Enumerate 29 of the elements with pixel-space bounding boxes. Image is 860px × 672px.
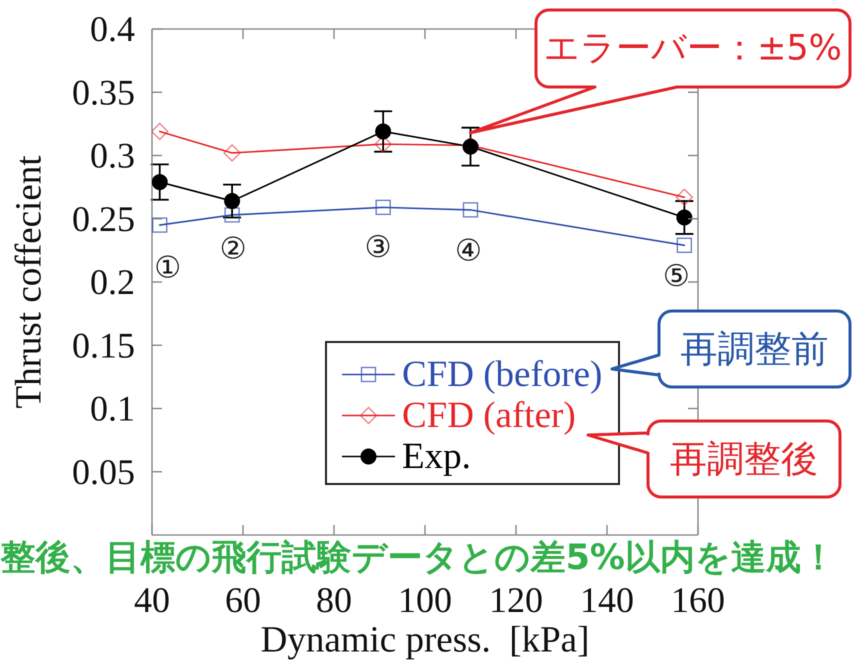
y-axis-title: Thrust coffecient (8, 154, 50, 409)
annotation: ① (154, 250, 182, 286)
annotation: 再調整後 (670, 438, 818, 480)
x-tick-label: 120 (489, 580, 543, 620)
x-tick-label: 140 (580, 580, 634, 620)
y-tick-label: 0.1 (90, 388, 135, 428)
x-tick-label: 80 (316, 580, 352, 620)
legend-label: CFD (after) (402, 395, 576, 436)
legend-label: Exp. (402, 436, 471, 477)
legend-label: CFD (before) (402, 354, 602, 395)
y-tick-label: 0.35 (72, 72, 135, 112)
annotation: エラーバー：±5% (544, 28, 842, 68)
x-tick-label: 60 (225, 580, 261, 620)
y-tick-label: 0.15 (72, 325, 135, 366)
annotation: 再調整前 (680, 328, 828, 370)
y-tick-label: 0.05 (72, 452, 135, 492)
annotation: ② (220, 231, 247, 266)
text: 整後、目標の飛行試験データとの差5%以内を達成！ (0, 538, 836, 578)
annotation: ⑤ (662, 258, 690, 294)
y-tick-label: 0.3 (90, 136, 135, 176)
y-tick-label: 0.25 (72, 198, 135, 239)
annotation: ④ (455, 233, 482, 268)
x-tick-label: 100 (398, 580, 452, 620)
x-tick-label: 40 (134, 580, 170, 620)
y-tick-label: 0.2 (90, 262, 135, 302)
y-tick-label: 0.4 (90, 9, 135, 49)
x-axis-title: Dynamic press. [kPa] (260, 620, 590, 660)
x-tick-label: 160 (671, 580, 725, 620)
annotation: ③ (364, 230, 392, 265)
